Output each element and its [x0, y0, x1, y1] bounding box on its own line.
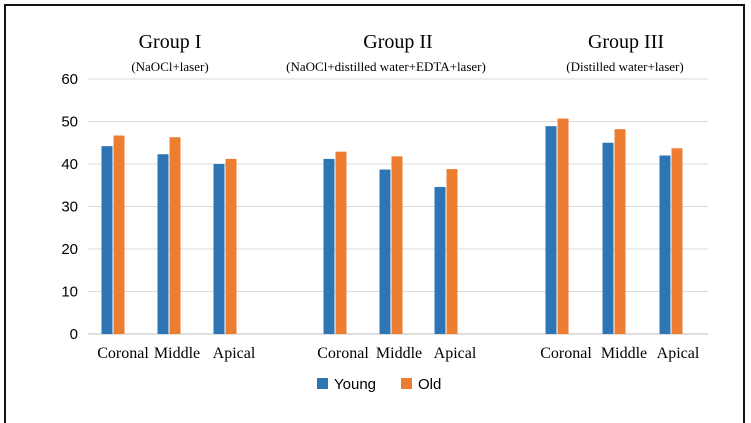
y-tick-label: 40: [61, 156, 78, 173]
group-subtitle: (NaOCl+laser): [131, 59, 208, 74]
category-label: Coronal: [97, 345, 149, 362]
category-label: Middle: [601, 345, 647, 362]
bar-young: [213, 164, 225, 334]
y-tick-label: 50: [61, 114, 78, 131]
y-tick-label: 10: [61, 284, 78, 301]
bar-young: [434, 186, 446, 334]
bar-old: [446, 169, 458, 334]
group-title: Group II: [363, 31, 432, 53]
bar-old: [557, 118, 569, 335]
legend-label-young: Young: [334, 376, 376, 393]
y-tick-label: 20: [61, 241, 78, 258]
bar-old: [225, 158, 237, 334]
legend-label-old: Old: [418, 376, 441, 393]
group-subtitle: (NaOCl+distilled water+EDTA+laser): [286, 59, 486, 74]
category-label: Coronal: [540, 345, 592, 362]
category-label: Apical: [657, 345, 700, 362]
category-label: Coronal: [317, 345, 369, 362]
category-label: Middle: [376, 345, 422, 362]
category-label: Middle: [154, 345, 200, 362]
bar-old: [169, 137, 181, 334]
y-tick-label: 0: [70, 326, 78, 343]
bar-young: [157, 154, 169, 334]
y-tick-label: 30: [61, 199, 78, 216]
bar-young: [659, 155, 671, 334]
bar-young: [602, 142, 614, 334]
y-tick-label: 60: [61, 71, 78, 88]
bar-young: [545, 126, 557, 334]
bar-old: [335, 151, 347, 334]
bar-young: [101, 146, 113, 334]
bar-old: [391, 156, 403, 334]
chart-frame: [4, 4, 745, 423]
category-label: Apical: [213, 345, 256, 362]
bar-old: [113, 135, 125, 334]
bar-young: [379, 169, 391, 334]
bar-young: [323, 158, 335, 334]
group-subtitle: (Distilled water+laser): [566, 59, 683, 74]
bar-old: [614, 129, 626, 334]
group-title: Group III: [588, 31, 664, 53]
bar-old: [671, 148, 683, 334]
legend-swatch-old: [401, 378, 412, 389]
group-title: Group I: [139, 31, 202, 53]
legend-swatch-young: [317, 378, 328, 389]
category-label: Apical: [434, 345, 477, 362]
